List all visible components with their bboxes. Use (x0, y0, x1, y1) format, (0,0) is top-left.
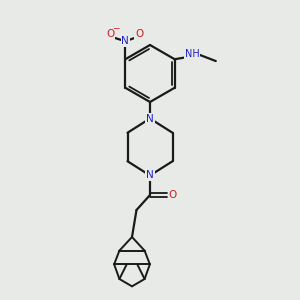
Text: −: − (112, 23, 119, 32)
Text: O: O (106, 29, 114, 39)
Text: O: O (135, 29, 143, 39)
Text: N: N (122, 36, 129, 46)
Text: N: N (146, 170, 154, 181)
Text: NH: NH (185, 49, 200, 58)
Text: O: O (168, 190, 177, 200)
Text: N: N (146, 113, 154, 124)
